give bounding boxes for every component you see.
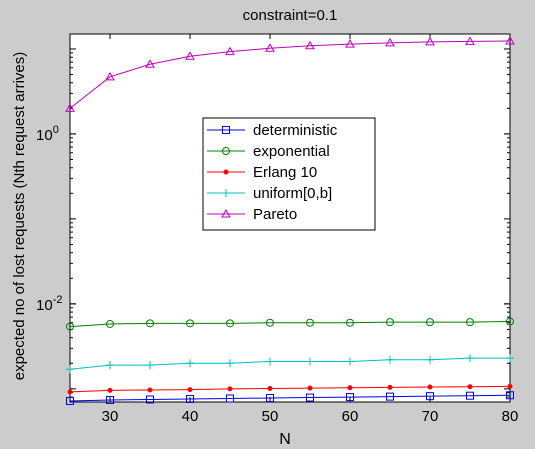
data-point-erlang-10: [107, 387, 113, 393]
data-point-exponential: [466, 318, 474, 327]
data-point-uniform-0-b: [466, 354, 474, 363]
data-point-uniform-0-b: [306, 357, 314, 366]
data-point-pareto: [385, 37, 395, 47]
data-point-deterministic: [386, 392, 394, 401]
data-point-deterministic: [346, 393, 354, 402]
legend-marker-uniform-0-b: [222, 189, 230, 197]
legend: deterministic exponential Erlang 10 uniform…: [202, 117, 376, 231]
legend-marker-pareto: [221, 208, 231, 218]
data-point-exponential: [226, 319, 234, 328]
legend-box: [202, 117, 376, 231]
data-point-erlang-10: [67, 389, 73, 395]
x-axis-label: N: [279, 431, 291, 448]
series-line-pareto: [69, 40, 511, 109]
data-point-deterministic: [226, 394, 234, 403]
data-point-erlang-10: [307, 385, 313, 391]
series-uniform-0-b: [66, 354, 514, 374]
data-point-pareto: [305, 40, 315, 50]
data-point-exponential: [346, 318, 354, 327]
data-point-exponential: [106, 319, 114, 328]
data-point-pareto: [225, 46, 235, 56]
legend-label-pareto: Pareto: [253, 206, 297, 223]
data-point-exponential: [426, 318, 434, 327]
data-point-erlang-10: [427, 384, 433, 390]
data-point-deterministic: [186, 394, 194, 403]
data-point-erlang-10: [267, 385, 273, 391]
data-point-deterministic: [506, 391, 514, 400]
legend-marker-deterministic: [222, 126, 230, 134]
data-point-deterministic: [266, 394, 274, 403]
data-point-deterministic: [306, 393, 314, 402]
y-tick-label: 100: [36, 124, 59, 144]
data-point-pareto: [185, 51, 195, 60]
data-point-deterministic: [66, 396, 74, 405]
x-tick-label: 70: [422, 408, 439, 425]
x-tick-label: 60: [342, 408, 359, 425]
data-point-exponential: [66, 322, 74, 331]
legend-label-exponential: exponential: [253, 143, 330, 160]
series-line-uniform-0-b: [69, 357, 510, 370]
data-point-exponential: [386, 318, 394, 327]
data-point-uniform-0-b: [226, 359, 234, 368]
data-point-exponential: [306, 318, 314, 327]
data-point-exponential: [506, 317, 514, 326]
data-point-uniform-0-b: [106, 361, 114, 370]
legend-label-erlang-10: Erlang 10: [253, 164, 317, 181]
data-point-pareto: [465, 36, 475, 45]
data-point-uniform-0-b: [266, 357, 274, 366]
data-point-erlang-10: [187, 387, 193, 393]
x-tick-label: 50: [262, 408, 279, 425]
legend-marker-erlang-10: [223, 169, 229, 175]
series-line-exponential: [69, 321, 511, 328]
data-point-deterministic: [466, 391, 474, 400]
x-tick-label: 30: [102, 408, 119, 425]
series-erlang-10: [67, 383, 513, 395]
y-axis-label: expected no of lost requests (Nth reques…: [11, 52, 28, 381]
data-point-pareto: [345, 39, 355, 48]
data-point-deterministic: [426, 392, 434, 401]
legend-label-deterministic: deterministic: [253, 122, 338, 139]
data-point-uniform-0-b: [346, 357, 354, 366]
data-point-uniform-0-b: [186, 359, 194, 368]
data-point-uniform-0-b: [506, 354, 514, 363]
data-point-uniform-0-b: [426, 355, 434, 364]
series-pareto: [65, 36, 515, 112]
data-point-erlang-10: [467, 384, 473, 390]
data-point-erlang-10: [227, 386, 233, 392]
data-point-pareto: [265, 43, 275, 52]
data-point-exponential: [186, 319, 194, 328]
data-point-erlang-10: [387, 384, 393, 390]
x-tick-label: 40: [182, 408, 199, 425]
data-point-exponential: [146, 319, 154, 328]
data-point-uniform-0-b: [146, 361, 154, 370]
series-line-deterministic: [69, 394, 511, 402]
data-point-exponential: [266, 318, 274, 327]
data-point-pareto: [105, 71, 115, 81]
data-point-uniform-0-b: [66, 365, 74, 374]
data-point-erlang-10: [147, 387, 153, 393]
data-point-pareto: [425, 36, 435, 46]
data-point-pareto: [65, 103, 75, 112]
legend-label-uniform-0-b: uniform[0,b]: [253, 185, 332, 202]
data-point-uniform-0-b: [386, 355, 394, 364]
data-point-deterministic: [106, 395, 114, 404]
data-point-pareto: [505, 36, 515, 45]
data-point-deterministic: [146, 395, 154, 404]
series-exponential: [66, 317, 514, 331]
data-point-erlang-10: [507, 383, 513, 389]
chart-title: constraint=0.1: [243, 7, 338, 24]
legend-marker-exponential: [222, 147, 230, 155]
y-tick-label: 10-2: [36, 294, 62, 314]
x-tick-label: 80: [502, 408, 519, 425]
series-layer: [65, 36, 515, 405]
data-point-erlang-10: [347, 385, 353, 391]
data-point-pareto: [145, 59, 155, 68]
series-line-erlang-10: [69, 385, 511, 393]
series-deterministic: [66, 391, 514, 405]
